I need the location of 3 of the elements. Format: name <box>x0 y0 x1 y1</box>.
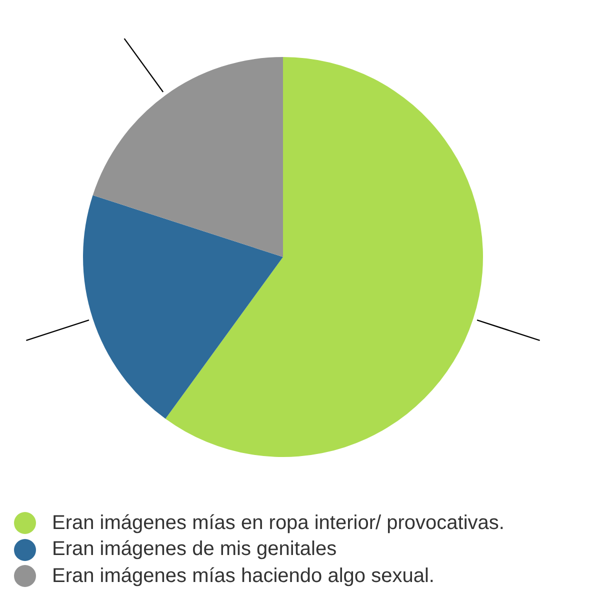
legend-label: Eran imágenes mías en ropa interior/ provocativas. <box>52 512 504 535</box>
legend-label: Eran imágenes mías haciendo algo sexual. <box>52 564 434 588</box>
legend-label: Eran imágenes de mis genitales <box>52 538 337 562</box>
